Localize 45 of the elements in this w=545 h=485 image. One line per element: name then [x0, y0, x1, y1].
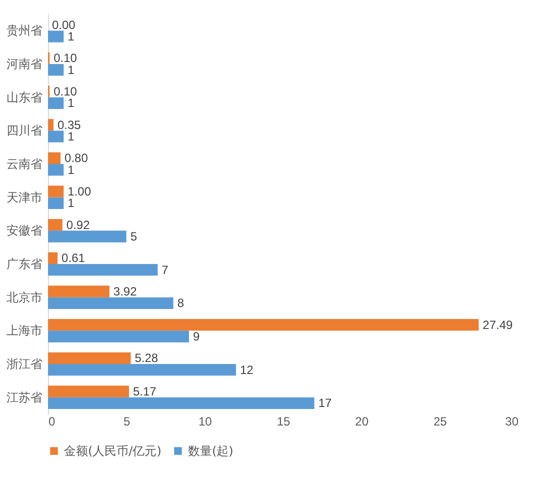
- legend-label: 金额(人民币/亿元): [64, 444, 162, 458]
- y-tick-label: 江苏省: [6, 390, 42, 404]
- data-label: 27.49: [482, 318, 514, 332]
- data-label: 0.10: [54, 51, 78, 66]
- legend-label: 数量(起): [188, 444, 234, 458]
- data-label: 17: [318, 396, 332, 410]
- y-tick-label: 天津市: [6, 190, 42, 204]
- data-label: 3.92: [113, 284, 138, 298]
- data-label: 1: [68, 96, 75, 110]
- y-tick-label: 四川省: [6, 124, 42, 138]
- data-label: 1: [68, 30, 75, 44]
- data-label: 0.00: [52, 18, 76, 32]
- data-label: 1.00: [68, 184, 92, 198]
- y-tick-label: 北京市: [6, 290, 42, 304]
- y-tick-label: 云南省: [6, 157, 42, 171]
- data-label: 1: [68, 62, 75, 77]
- data-label: 1: [68, 130, 75, 144]
- y-tick-label: 广东省: [6, 257, 42, 271]
- x-tick-label: 15: [276, 414, 290, 428]
- x-tick-label: 25: [433, 414, 448, 428]
- data-label: 1: [68, 162, 75, 177]
- y-tick-label: 河南省: [6, 57, 42, 71]
- data-label: 7: [162, 262, 169, 277]
- x-tick-label: 5: [123, 414, 130, 428]
- y-tick-label: 贵州省: [6, 24, 42, 38]
- data-label: 5.28: [134, 351, 158, 366]
- data-label: 9: [193, 330, 200, 344]
- data-label: 12: [240, 362, 254, 377]
- data-label: 0.80: [64, 151, 88, 166]
- y-tick-label: 浙江省: [6, 357, 42, 371]
- y-tick-label: 安徽省: [6, 224, 42, 238]
- data-label: 0.61: [62, 251, 86, 266]
- y-tick-label: 上海市: [6, 324, 42, 338]
- x-tick-label: 0: [48, 414, 56, 428]
- x-tick-label: 10: [198, 414, 212, 428]
- x-tick-label: 20: [355, 414, 369, 428]
- data-label: 5.17: [132, 384, 157, 398]
- data-label: 0.35: [57, 118, 82, 132]
- y-tick-label: 山东省: [6, 90, 42, 104]
- x-tick-label: 30: [505, 414, 519, 428]
- data-label: 0.10: [54, 84, 78, 98]
- data-label: 0.92: [66, 218, 90, 232]
- data-label: 5: [130, 230, 138, 244]
- data-label: 8: [177, 296, 184, 310]
- data-label: 1: [68, 196, 75, 210]
